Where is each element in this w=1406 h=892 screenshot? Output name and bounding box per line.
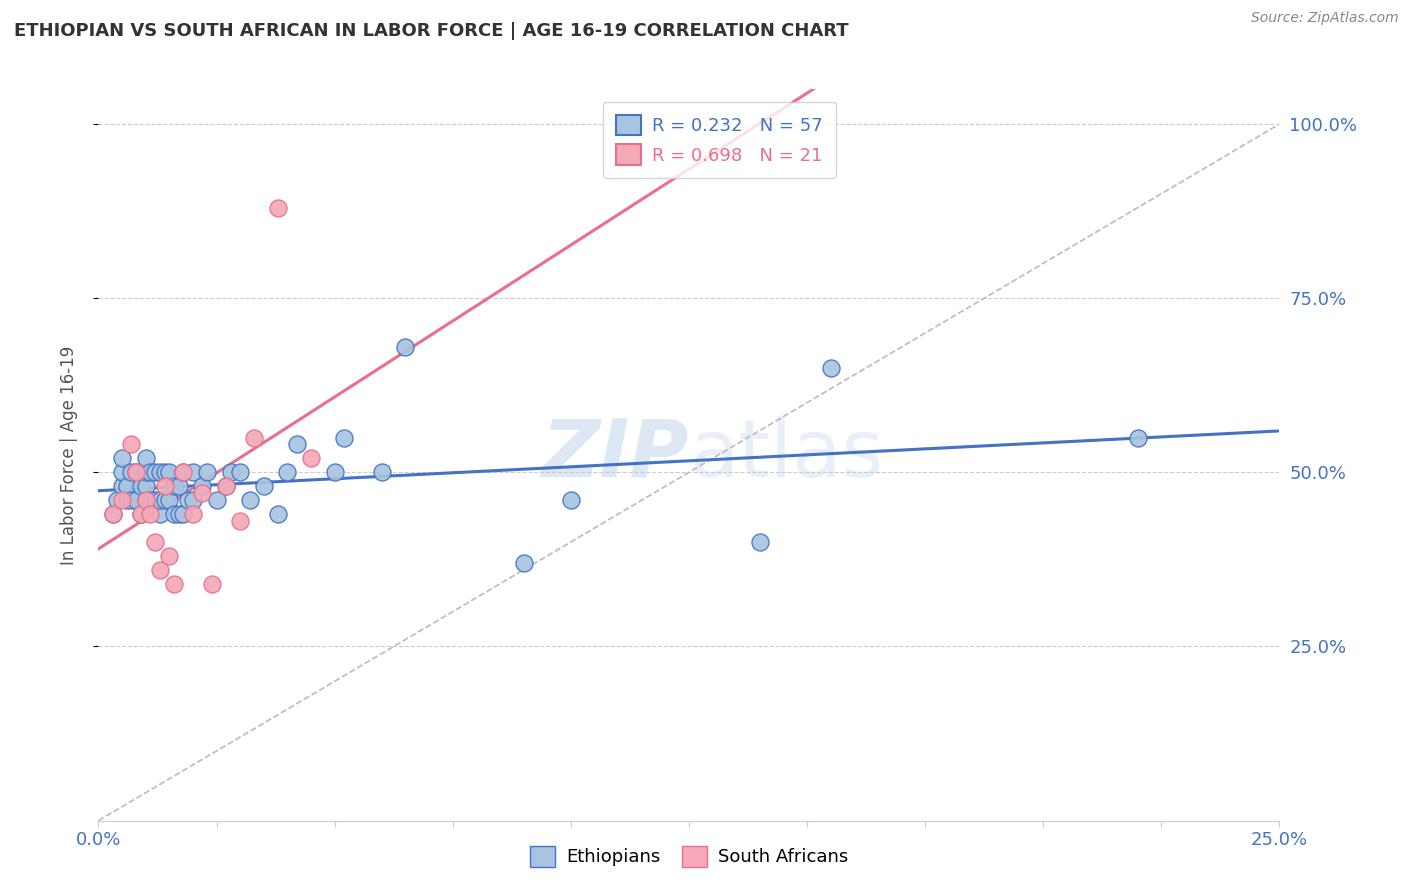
Point	[333, 430, 356, 444]
Point	[239, 493, 262, 508]
Point	[125, 493, 148, 508]
Point	[163, 576, 186, 591]
Point	[229, 466, 252, 480]
Point	[101, 507, 124, 521]
Point	[191, 479, 214, 493]
Point	[191, 486, 214, 500]
Point	[153, 493, 176, 508]
Point	[181, 466, 204, 480]
Point	[143, 466, 166, 480]
Point	[135, 493, 157, 508]
Point	[323, 466, 346, 480]
Point	[157, 549, 180, 563]
Point	[101, 507, 124, 521]
Point	[195, 466, 218, 480]
Point	[129, 507, 152, 521]
Point	[267, 201, 290, 215]
Point	[181, 507, 204, 521]
Point	[143, 493, 166, 508]
Point	[172, 507, 194, 521]
Point	[111, 466, 134, 480]
Point	[149, 493, 172, 508]
Y-axis label: In Labor Force | Age 16-19: In Labor Force | Age 16-19	[59, 345, 77, 565]
Point	[129, 507, 152, 521]
Point	[157, 493, 180, 508]
Point	[135, 493, 157, 508]
Point	[177, 493, 200, 508]
Point	[512, 556, 534, 570]
Point	[121, 437, 143, 451]
Point	[285, 437, 308, 451]
Point	[560, 493, 582, 508]
Point	[215, 479, 238, 493]
Point	[139, 507, 162, 521]
Point	[121, 493, 143, 508]
Point	[143, 535, 166, 549]
Point	[153, 479, 176, 493]
Point	[149, 466, 172, 480]
Point	[157, 466, 180, 480]
Point	[149, 563, 172, 577]
Text: ZIP: ZIP	[541, 416, 689, 494]
Point	[205, 493, 228, 508]
Point	[135, 479, 157, 493]
Point	[276, 466, 298, 480]
Point	[121, 466, 143, 480]
Point	[201, 576, 224, 591]
Point	[229, 514, 252, 528]
Point	[115, 479, 138, 493]
Point	[243, 430, 266, 444]
Point	[105, 493, 128, 508]
Point	[125, 466, 148, 480]
Point	[135, 451, 157, 466]
Point	[111, 451, 134, 466]
Point	[299, 451, 322, 466]
Point	[167, 507, 190, 521]
Point	[135, 466, 157, 480]
Point	[111, 493, 134, 508]
Point	[172, 466, 194, 480]
Point	[181, 493, 204, 508]
Text: Source: ZipAtlas.com: Source: ZipAtlas.com	[1251, 11, 1399, 25]
Point	[215, 479, 238, 493]
Point	[748, 535, 770, 549]
Point	[820, 360, 842, 375]
Point	[1126, 430, 1149, 444]
Text: ETHIOPIAN VS SOUTH AFRICAN IN LABOR FORCE | AGE 16-19 CORRELATION CHART: ETHIOPIAN VS SOUTH AFRICAN IN LABOR FORC…	[14, 22, 849, 40]
Legend: Ethiopians, South Africans: Ethiopians, South Africans	[523, 838, 855, 874]
Point	[115, 493, 138, 508]
Point	[139, 493, 162, 508]
Point	[172, 466, 194, 480]
Point	[125, 466, 148, 480]
Point	[371, 466, 394, 480]
Point	[253, 479, 276, 493]
Point	[219, 466, 242, 480]
Point	[111, 479, 134, 493]
Point	[129, 479, 152, 493]
Point	[139, 466, 162, 480]
Point	[163, 507, 186, 521]
Text: atlas: atlas	[689, 416, 883, 494]
Point	[394, 340, 416, 354]
Point	[167, 479, 190, 493]
Point	[153, 466, 176, 480]
Point	[149, 507, 172, 521]
Point	[163, 479, 186, 493]
Point	[267, 507, 290, 521]
